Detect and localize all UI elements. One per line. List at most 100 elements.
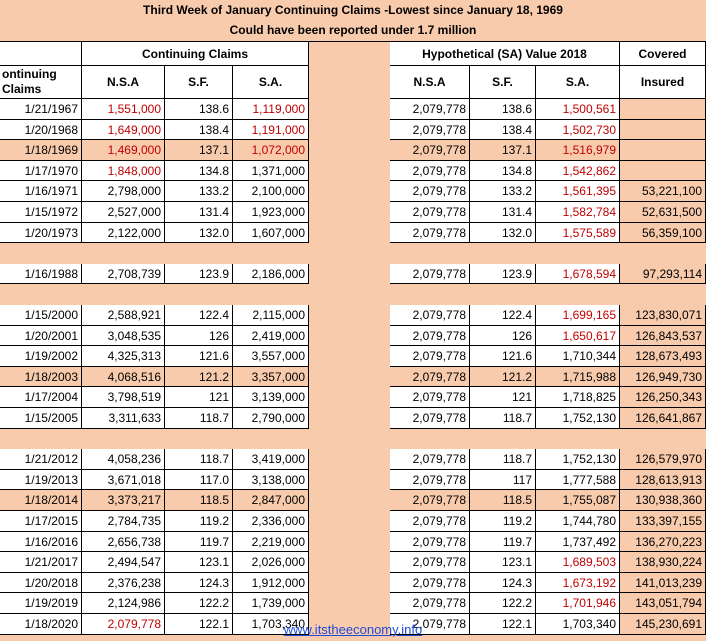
row-h-sa: 1,650,617 (536, 326, 620, 346)
header-continuing-claims: Continuing Claims (82, 42, 309, 66)
row-h-sf: 121.6 (470, 346, 536, 367)
row-h-sf: 118.7 (470, 449, 536, 470)
row-nsa: 1,848,000 (82, 161, 165, 181)
row-h-sf: 137.1 (470, 140, 536, 161)
row-sa: 3,357,000 (233, 367, 309, 387)
row-sf: 138.6 (165, 99, 233, 120)
header-h-nsa: N.S.A (390, 66, 470, 99)
row-h-sa: 1,703,340 (536, 614, 620, 635)
row-nsa: 2,656,738 (82, 532, 165, 552)
row-covered-insured: 130,938,360 (620, 490, 706, 511)
row-h-sf: 124.3 (470, 573, 536, 593)
row-sa: 3,138,000 (233, 470, 309, 490)
row-covered-insured: 126,250,343 (620, 387, 706, 408)
table-title: Third Week of January Continuing Claims … (0, 0, 706, 42)
row-h-nsa: 2,079,778 (390, 181, 470, 202)
row-sf: 138.4 (165, 120, 233, 140)
row-nsa: 4,325,313 (82, 346, 165, 367)
row-sf: 122.1 (165, 614, 233, 635)
row-sf: 126 (165, 326, 233, 346)
row-h-nsa: 2,079,778 (390, 120, 470, 140)
row-h-nsa: 2,079,778 (390, 99, 470, 120)
row-h-nsa: 2,079,778 (390, 305, 470, 326)
row-sa: 1,739,000 (233, 593, 309, 614)
row-h-nsa: 2,079,778 (390, 202, 470, 223)
row-covered-insured: 126,641,867 (620, 408, 706, 429)
row-h-sf: 134.8 (470, 161, 536, 181)
row-date: 1/18/2014 (0, 490, 82, 511)
row-covered-insured: 56,359,100 (620, 223, 706, 243)
row-nsa: 2,079,778 (82, 614, 165, 635)
row-h-nsa: 2,079,778 (390, 264, 470, 284)
row-sa: 1,703,340 (233, 614, 309, 635)
header-first-col: ontinuing Claims (0, 66, 82, 99)
row-sf: 117.0 (165, 470, 233, 490)
row-sf: 124.3 (165, 573, 233, 593)
row-sa: 1,923,000 (233, 202, 309, 223)
row-date: 1/15/1972 (0, 202, 82, 223)
row-h-sf: 122.1 (470, 614, 536, 635)
row-covered-insured: 126,579,970 (620, 449, 706, 470)
row-sa: 2,847,000 (233, 490, 309, 511)
row-h-sf: 126 (470, 326, 536, 346)
row-sa: 1,191,000 (233, 120, 309, 140)
row-sa: 1,607,000 (233, 223, 309, 243)
row-h-sa: 1,752,130 (536, 408, 620, 429)
row-h-sf: 119.2 (470, 511, 536, 532)
row-h-nsa: 2,079,778 (390, 140, 470, 161)
row-h-nsa: 2,079,778 (390, 449, 470, 470)
row-date: 1/18/2003 (0, 367, 82, 387)
row-h-nsa: 2,079,778 (390, 552, 470, 573)
row-covered-insured: 128,613,913 (620, 470, 706, 490)
row-nsa: 1,469,000 (82, 140, 165, 161)
row-h-sa: 1,689,503 (536, 552, 620, 573)
row-date: 1/18/2020 (0, 614, 82, 635)
row-h-sa: 1,755,087 (536, 490, 620, 511)
row-h-sa: 1,542,862 (536, 161, 620, 181)
row-covered-insured (620, 120, 706, 140)
row-sa: 1,119,000 (233, 99, 309, 120)
row-nsa: 4,058,236 (82, 449, 165, 470)
row-date: 1/21/2012 (0, 449, 82, 470)
row-h-sa: 1,561,395 (536, 181, 620, 202)
row-covered-insured (620, 99, 706, 120)
row-nsa: 3,671,018 (82, 470, 165, 490)
header-covered: Covered (620, 42, 706, 66)
row-sf: 134.8 (165, 161, 233, 181)
row-h-nsa: 2,079,778 (390, 408, 470, 429)
row-sa: 2,100,000 (233, 181, 309, 202)
row-h-nsa: 2,079,778 (390, 490, 470, 511)
row-h-nsa: 2,079,778 (390, 511, 470, 532)
row-covered-insured: 126,949,730 (620, 367, 706, 387)
row-h-sf: 118.7 (470, 408, 536, 429)
row-date: 1/16/1988 (0, 264, 82, 284)
row-sf: 118.5 (165, 490, 233, 511)
row-nsa: 2,376,238 (82, 573, 165, 593)
row-covered-insured: 136,270,223 (620, 532, 706, 552)
row-nsa: 3,373,217 (82, 490, 165, 511)
title-line-2: Could have been reported under 1.7 milli… (229, 23, 477, 37)
row-sf: 123.9 (165, 264, 233, 284)
row-sf: 132.0 (165, 223, 233, 243)
row-sa: 2,419,000 (233, 326, 309, 346)
row-sf: 133.2 (165, 181, 233, 202)
row-nsa: 2,784,735 (82, 511, 165, 532)
row-date: 1/20/2018 (0, 573, 82, 593)
row-nsa: 1,649,000 (82, 120, 165, 140)
row-nsa: 3,048,535 (82, 326, 165, 346)
row-sf: 137.1 (165, 140, 233, 161)
row-h-sf: 119.7 (470, 532, 536, 552)
row-h-sa: 1,737,492 (536, 532, 620, 552)
row-sa: 2,115,000 (233, 305, 309, 326)
row-date: 1/15/2005 (0, 408, 82, 429)
row-date: 1/21/2017 (0, 552, 82, 573)
row-h-sf: 118.5 (470, 490, 536, 511)
row-h-nsa: 2,079,778 (390, 532, 470, 552)
row-h-nsa: 2,079,778 (390, 161, 470, 181)
website-link[interactable]: www.itstheeconomy.info (283, 622, 423, 637)
row-sf: 119.2 (165, 511, 233, 532)
row-h-sa: 1,582,784 (536, 202, 620, 223)
row-date: 1/17/2015 (0, 511, 82, 532)
row-nsa: 2,588,921 (82, 305, 165, 326)
row-covered-insured: 143,051,794 (620, 593, 706, 614)
